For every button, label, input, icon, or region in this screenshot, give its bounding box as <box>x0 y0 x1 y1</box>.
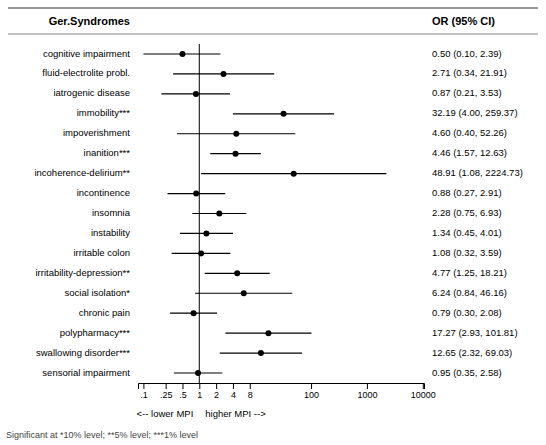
tick-mark <box>166 383 167 389</box>
data-label: 0.95 (0.35, 2.58) <box>432 367 502 378</box>
category-label: irritable colon <box>74 247 131 258</box>
odds-ratio-point <box>241 290 247 296</box>
tick-mark <box>423 383 424 389</box>
tick-label: 1 <box>197 390 202 400</box>
odds-ratio-point <box>179 51 185 57</box>
header-rule <box>8 34 538 35</box>
header-rule <box>8 8 538 9</box>
odds-ratio-point <box>193 91 199 97</box>
tick: 8 <box>248 383 253 400</box>
category-label: social isolation* <box>65 287 131 298</box>
odds-ratio-point <box>220 71 226 77</box>
tick-mark <box>233 383 234 389</box>
tick-label: 4 <box>231 390 236 400</box>
data-label: 0.79 (0.30, 2.08) <box>432 307 502 318</box>
plot-area <box>143 44 386 383</box>
tick-mark <box>216 383 217 389</box>
tick: .1 <box>140 383 148 400</box>
category-label: cognitive impairment <box>43 48 130 59</box>
category-label: inanition*** <box>84 147 131 158</box>
odds-ratio-point <box>195 370 201 376</box>
category-label: incoherence-delirium** <box>34 167 130 178</box>
odds-ratio-point <box>281 111 287 117</box>
tick: 1 <box>197 383 202 400</box>
odds-ratio-point <box>193 191 199 197</box>
x-axis: .1 .25 .5 1 2 4 8 100 1000 10000 <box>139 383 436 400</box>
data-label: 4.77 (1.25, 18.21) <box>432 267 507 278</box>
x-direction-label: higher MPI --> <box>205 408 266 419</box>
chart: Ger.Syndromes OR (95% CI) .1 .25 .5 1 2 4 8 100 10… <box>0 0 546 445</box>
tick: 100 <box>304 383 319 400</box>
tick: 10000 <box>411 383 436 400</box>
category-label: polypharmacy*** <box>60 327 131 338</box>
data-label: 0.88 (0.27, 2.91) <box>432 187 502 198</box>
data-label: 2.28 (0.75, 6.93) <box>432 207 502 218</box>
category-label: incontinence <box>77 187 130 198</box>
tick: 4 <box>231 383 236 400</box>
odds-ratio-point <box>234 270 240 276</box>
category-label: sensorial impairment <box>42 367 130 378</box>
category-label: irritability-depression** <box>35 267 130 278</box>
tick: .5 <box>179 383 187 400</box>
odds-ratio-point <box>216 211 222 217</box>
odds-ratio-point <box>203 230 209 236</box>
data-label: 0.87 (0.21, 3.53) <box>432 87 502 98</box>
tick-label: 100 <box>304 390 319 400</box>
category-label: fluid-electrolite probl. <box>42 67 130 78</box>
category-label: immobility*** <box>77 107 131 118</box>
category-label: impoverishment <box>63 127 130 138</box>
odds-ratio-point <box>191 310 197 316</box>
axis-line <box>139 384 425 390</box>
data-label: 1.08 (0.32, 3.59) <box>432 247 502 258</box>
category-label: instability <box>91 227 130 238</box>
tick-label: 2 <box>214 390 219 400</box>
data-label: 6.24 (0.84, 46.16) <box>432 287 507 298</box>
tick-mark <box>311 383 312 389</box>
data-label: 4.60 (0.40, 52.26) <box>432 127 507 138</box>
tick: .25 <box>160 383 173 400</box>
data-label: 17.27 (2.93, 101.81) <box>432 327 518 338</box>
tick-mark <box>199 383 200 389</box>
tick-label: .5 <box>179 390 187 400</box>
tick-mark <box>367 383 368 389</box>
odds-ratio-point <box>258 350 264 356</box>
category-label: iatrogenic disease <box>53 87 130 98</box>
category-label: insomnia <box>92 207 131 218</box>
footnote: Significant at *10% level; **5% level; *… <box>6 430 198 440</box>
data-label: 1.34 (0.45, 4.01) <box>432 227 502 238</box>
tick-mark <box>182 383 183 389</box>
odds-ratio-point <box>233 151 239 157</box>
tick-label: .25 <box>160 390 173 400</box>
tick: 2 <box>214 383 219 400</box>
data-label: 32.19 (4.00, 259.37) <box>432 107 518 118</box>
tick-mark <box>250 383 251 389</box>
data-label: 12.65 (2.32, 69.03) <box>432 347 512 358</box>
odds-ratio-point <box>265 330 271 336</box>
category-label: swallowing disorder*** <box>36 347 130 358</box>
tick-label: 8 <box>248 390 253 400</box>
odds-ratio-point <box>233 131 239 137</box>
header: OR (95% CI) <box>432 15 495 27</box>
odds-ratio-point <box>198 250 204 256</box>
odds-ratio-point <box>291 171 297 177</box>
tick-label: .1 <box>140 390 148 400</box>
data-label: 4.46 (1.57, 12.63) <box>432 147 507 158</box>
header: Ger.Syndromes <box>49 15 130 27</box>
data-label: 0.50 (0.10, 2.39) <box>432 48 502 59</box>
tick-label: 10000 <box>411 390 436 400</box>
category-label: chronic pain <box>79 307 130 318</box>
tick: 1000 <box>357 383 377 400</box>
data-label: 48.91 (1.08, 2224.73) <box>432 167 523 178</box>
x-direction-label: <-- lower MPI <box>137 408 194 419</box>
tick-label: 1000 <box>357 390 377 400</box>
data-label: 2.71 (0.34, 21.91) <box>432 67 507 78</box>
tick-mark <box>143 383 144 389</box>
